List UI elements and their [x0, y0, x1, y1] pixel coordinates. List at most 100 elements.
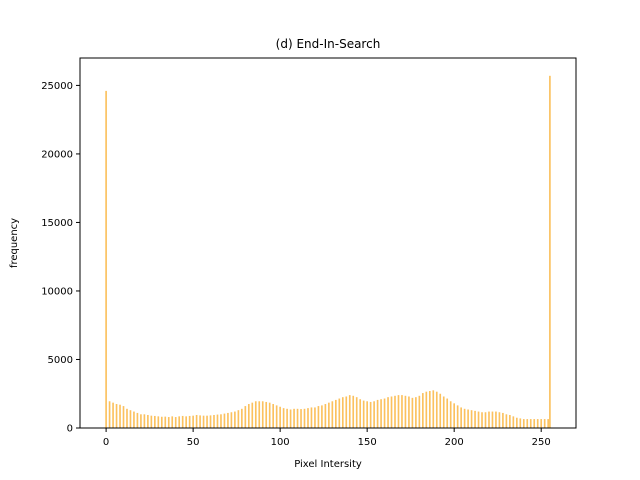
- histogram-bar: [439, 393, 442, 428]
- histogram-bar: [129, 410, 132, 428]
- histogram-bar: [463, 408, 466, 428]
- histogram-bar: [401, 395, 403, 428]
- histogram-bar: [282, 408, 285, 428]
- y-tick-label: 20000: [41, 149, 73, 160]
- histogram-bar: [108, 401, 111, 428]
- histogram-bar: [244, 406, 247, 428]
- histogram-bar: [328, 402, 330, 428]
- x-tick-label: 100: [271, 437, 290, 448]
- y-tick-label: 10000: [41, 286, 73, 297]
- histogram-bar: [209, 415, 212, 428]
- histogram-bar: [474, 410, 476, 428]
- histogram-bar: [126, 408, 128, 428]
- histogram-bar: [223, 413, 226, 428]
- histogram-bar: [408, 396, 410, 428]
- histogram-bar: [303, 408, 306, 428]
- histogram-bar: [397, 395, 400, 428]
- histogram-bar: [331, 401, 334, 428]
- bars-group: [105, 75, 551, 428]
- histogram-bar: [143, 414, 146, 428]
- histogram-bar: [359, 399, 362, 428]
- histogram-bar: [216, 414, 219, 428]
- histogram-bar: [404, 395, 407, 428]
- histogram-bar: [307, 408, 309, 428]
- histogram-bar: [154, 415, 156, 428]
- histogram-bar: [136, 412, 139, 428]
- histogram-bar: [310, 407, 313, 428]
- histogram-bar: [477, 411, 480, 428]
- histogram-bar: [195, 414, 198, 428]
- histogram-bar: [366, 401, 368, 428]
- histogram-bar: [442, 396, 445, 428]
- histogram-bar: [178, 416, 181, 428]
- histogram-bar: [140, 414, 142, 428]
- histogram-bar: [453, 403, 455, 428]
- x-tick-label: 250: [532, 437, 551, 448]
- histogram-bar: [502, 412, 504, 428]
- histogram-bar: [241, 408, 243, 428]
- histogram-bar: [300, 409, 302, 428]
- histogram-bar: [227, 412, 229, 428]
- histogram-bar: [268, 402, 271, 428]
- histogram-bar: [230, 412, 233, 428]
- histogram-bar: [258, 401, 261, 428]
- histogram-bar: [456, 405, 459, 428]
- histogram-bar: [199, 415, 201, 428]
- histogram-bar: [324, 404, 327, 428]
- histogram-bar: [167, 417, 170, 428]
- histogram-bar: [220, 414, 222, 428]
- histogram-bar: [317, 406, 320, 428]
- histogram-bar: [150, 415, 153, 428]
- y-tick-label: 5000: [48, 355, 73, 366]
- histogram-bar: [418, 395, 421, 428]
- histogram-bar: [519, 418, 522, 428]
- histogram-bar: [526, 419, 529, 428]
- y-tick-label: 25000: [41, 81, 73, 92]
- histogram-bar: [345, 396, 348, 428]
- histogram-bar: [362, 400, 365, 428]
- histogram-bar: [512, 416, 515, 428]
- histogram-bar: [547, 419, 549, 428]
- histogram-bar: [213, 414, 215, 428]
- plot-frame: [79, 57, 577, 429]
- histogram-bar: [488, 411, 490, 428]
- histogram-bar: [543, 419, 546, 428]
- histogram-bar: [460, 407, 462, 428]
- histogram-bar: [122, 406, 125, 428]
- x-tick-label: 0: [103, 437, 109, 448]
- histogram-bar: [272, 404, 274, 428]
- histogram-bar: [171, 416, 174, 428]
- histogram-bar: [237, 410, 240, 428]
- histogram-bar: [355, 397, 358, 428]
- histogram-bar: [495, 411, 497, 428]
- histogram-bar: [470, 410, 473, 428]
- histogram-bar: [505, 414, 508, 428]
- histogram-bar: [481, 412, 483, 428]
- histogram-bar: [529, 419, 532, 428]
- histogram-bar: [160, 416, 163, 428]
- histogram-bar: [390, 396, 393, 428]
- histogram-bar: [509, 414, 511, 428]
- histogram-bar: [321, 405, 323, 428]
- histogram-bar: [533, 419, 536, 428]
- histogram-bar: [119, 404, 121, 428]
- histogram-bar: [185, 416, 187, 428]
- histogram-bar: [428, 391, 431, 428]
- histogram-bar: [387, 397, 389, 428]
- histogram-bar: [174, 417, 177, 428]
- x-tick-label: 50: [187, 437, 200, 448]
- histogram-bar: [425, 391, 428, 428]
- histogram-bar: [279, 406, 281, 428]
- histogram-bar: [335, 399, 337, 428]
- histogram-bar: [157, 416, 160, 428]
- histogram-bar: [275, 405, 278, 428]
- histogram-bar: [411, 397, 414, 428]
- histogram-bar: [341, 397, 344, 428]
- histogram-bar: [516, 417, 518, 428]
- histogram-bar: [394, 395, 396, 428]
- histogram-bar: [314, 407, 316, 428]
- histogram-bar: [133, 411, 135, 428]
- histogram-bar: [202, 415, 205, 428]
- histogram-bar: [380, 399, 382, 428]
